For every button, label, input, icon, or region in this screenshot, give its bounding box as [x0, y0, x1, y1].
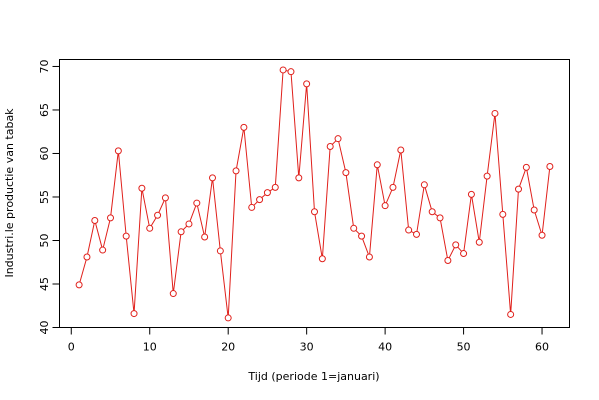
data-point — [467, 190, 475, 198]
data-point — [381, 202, 389, 210]
data-point — [287, 68, 295, 76]
data-point — [91, 216, 99, 224]
data-point — [444, 257, 452, 264]
data-point — [201, 233, 209, 241]
data-point — [389, 183, 397, 191]
data-point — [311, 208, 318, 216]
x-tick-label: 10 — [143, 341, 157, 354]
data-point — [318, 255, 326, 263]
x-axis: 0 10 20 30 40 50 60 — [68, 327, 549, 354]
data-point — [240, 123, 248, 131]
data-point — [546, 163, 554, 171]
data-point — [193, 199, 201, 207]
data-point — [224, 314, 232, 322]
data-point — [413, 230, 420, 238]
x-tick-label: 50 — [457, 341, 471, 354]
data-point — [303, 80, 311, 88]
data-point — [107, 214, 114, 222]
x-axis-title: Tijd (periode 1=januari) — [247, 370, 379, 383]
y-axis: 40 45 50 55 60 65 70 — [38, 59, 60, 335]
data-point — [122, 232, 130, 240]
data-point — [114, 147, 122, 155]
x-tick-label: 30 — [300, 341, 314, 354]
data-point — [342, 169, 350, 177]
y-tick-label: 40 — [38, 321, 51, 335]
data-point — [279, 66, 287, 74]
y-tick-label: 65 — [38, 103, 51, 117]
data-point — [405, 226, 413, 234]
data-point — [271, 183, 279, 191]
data-point — [138, 184, 146, 192]
data-point — [530, 206, 538, 214]
data-point — [154, 211, 162, 219]
x-tick-label: 40 — [378, 341, 392, 354]
y-tick-label: 60 — [38, 146, 51, 160]
series-line — [78, 69, 551, 318]
data-point — [99, 246, 107, 254]
data-point — [334, 135, 342, 143]
x-tick-label: 0 — [68, 341, 75, 354]
data-point — [295, 174, 303, 182]
data-point — [491, 109, 499, 117]
data-point — [365, 253, 373, 261]
data-point — [256, 196, 264, 204]
y-tick-label: 70 — [38, 59, 51, 73]
data-point — [263, 189, 271, 197]
data-point — [75, 281, 83, 289]
data-point — [161, 194, 169, 202]
x-tick-label: 20 — [221, 341, 235, 354]
data-point — [350, 224, 358, 232]
data-point — [232, 167, 240, 175]
data-point — [483, 172, 491, 180]
data-point — [373, 161, 381, 169]
data-point — [515, 185, 522, 193]
data-point — [452, 241, 460, 249]
y-axis-title: Industri.le productie van tabak — [3, 108, 16, 278]
data-point — [326, 143, 334, 151]
data-point — [177, 228, 185, 236]
data-point — [185, 220, 193, 228]
data-point — [460, 250, 468, 258]
data-point — [169, 290, 177, 298]
x-tick-label: 60 — [535, 341, 549, 354]
data-point — [358, 232, 366, 240]
data-point — [499, 210, 507, 218]
data-point — [428, 208, 436, 216]
data-point — [420, 181, 428, 189]
data-point — [507, 310, 515, 318]
data-point — [475, 238, 483, 246]
data-point — [130, 310, 138, 318]
data-points — [75, 66, 554, 322]
y-tick-label: 55 — [38, 190, 51, 204]
data-point — [248, 203, 256, 211]
data-point — [522, 163, 530, 171]
data-point — [538, 231, 546, 239]
data-point — [209, 174, 216, 182]
data-point — [216, 247, 224, 255]
data-point — [436, 214, 444, 222]
y-tick-label: 45 — [38, 277, 51, 291]
data-point — [83, 253, 91, 261]
y-tick-label: 50 — [38, 233, 51, 247]
data-point — [146, 224, 154, 232]
data-point — [397, 146, 405, 154]
